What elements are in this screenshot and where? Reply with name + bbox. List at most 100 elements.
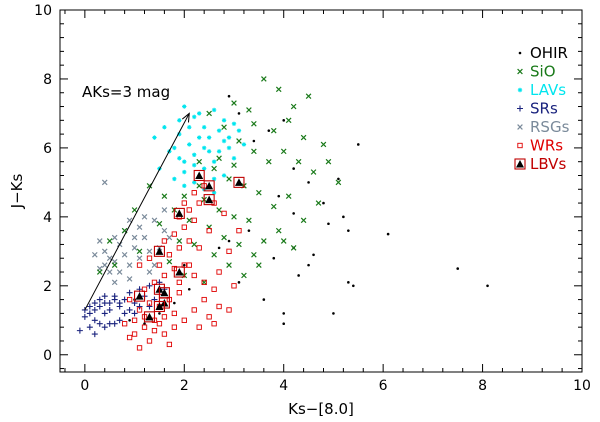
cross-shape [161,227,168,234]
point-ohir [182,263,186,267]
point-sio [256,189,262,196]
point-sio [161,193,168,199]
cross-shape [517,68,523,75]
square-shape [126,296,133,303]
plus-shape [91,300,98,307]
point-sio [186,217,193,224]
y-tick-label: 10 [34,3,52,19]
star-shape [517,87,523,93]
point-lavs [182,159,187,164]
cross-shape [335,179,342,186]
point-srs [131,310,138,317]
cross-shape [136,224,143,231]
point-wrs [216,269,222,275]
point-sio [176,238,183,244]
dot-shape [307,263,310,267]
box-shape [203,194,215,206]
point-sio [201,279,207,286]
cross-shape [275,227,282,234]
point-sio [96,269,103,275]
dot-shape [282,119,286,122]
cross-shape [131,207,138,213]
point-ohir [282,312,286,315]
dot-shape [143,322,146,326]
plus-shape [91,306,98,313]
legend-marker-ohir [518,51,522,55]
point-lavs [241,142,247,147]
point-ohir [327,222,330,226]
plus-shape [136,303,143,310]
point-sio [265,158,272,165]
point-wrs [196,245,202,251]
point-rsgs [121,251,128,258]
star-shape [211,159,217,164]
point-ohir [386,232,390,236]
cross-shape [196,158,203,165]
point-lavs [177,118,182,123]
dot-shape [237,112,241,115]
cross-shape [251,148,257,155]
point-lavs [211,107,217,113]
square-shape [171,231,177,237]
point-sio [320,141,327,148]
box-shape [233,176,245,188]
triangle-shape [195,171,204,179]
cross-shape [265,158,272,165]
extinction-arrow-head [181,112,190,123]
cross-shape [251,120,257,127]
point-ohir [267,129,271,132]
point-sio [226,262,232,268]
star-shape [182,169,187,175]
point-sio [106,238,113,244]
legend-label-ohir: OHIR [530,44,568,62]
point-srs [81,306,88,313]
x-tick-label: 10 [573,378,591,394]
square-shape [226,248,232,254]
point-rsgs [126,262,133,268]
cross-shape [106,238,113,244]
cross-shape [325,158,332,165]
cross-shape [226,262,232,268]
star-shape [231,156,237,161]
plus-shape [121,310,128,317]
point-lavs [221,173,227,178]
point-rsgs [111,279,118,286]
triangle-shape [155,302,164,310]
square-shape [136,262,143,268]
square-shape [166,341,173,348]
point-wrs [161,331,168,337]
point-wrs [191,217,197,223]
star-shape [197,111,202,116]
x-tick-label: 0 [80,378,89,394]
square-shape [146,255,153,261]
point-sio [280,238,287,244]
point-wrs [131,317,138,323]
point-ohir [337,177,340,181]
point-lavs [187,142,192,147]
cross-shape [231,162,237,168]
cross-shape [270,203,277,210]
cross-shape [111,279,118,286]
cross-shape [256,189,262,196]
point-ohir [307,181,310,184]
point-sio [166,258,173,265]
point-sio [256,262,262,268]
legend-label-rsgs: RSGs [530,118,570,136]
square-shape [181,224,187,230]
point-lavs [182,104,187,109]
point-rsgs [116,269,123,275]
point-ohir [158,312,161,315]
star-shape [231,121,237,126]
point-ohir [217,246,221,250]
point-srs [121,296,128,303]
plus-shape [76,327,83,334]
point-srs [91,300,98,307]
cross-shape [186,217,193,224]
point-lavs [197,111,202,116]
star-shape [182,183,187,189]
point-wrs [201,296,207,303]
square-shape [121,321,128,327]
point-ohir [292,212,295,215]
cross-shape [161,207,168,213]
